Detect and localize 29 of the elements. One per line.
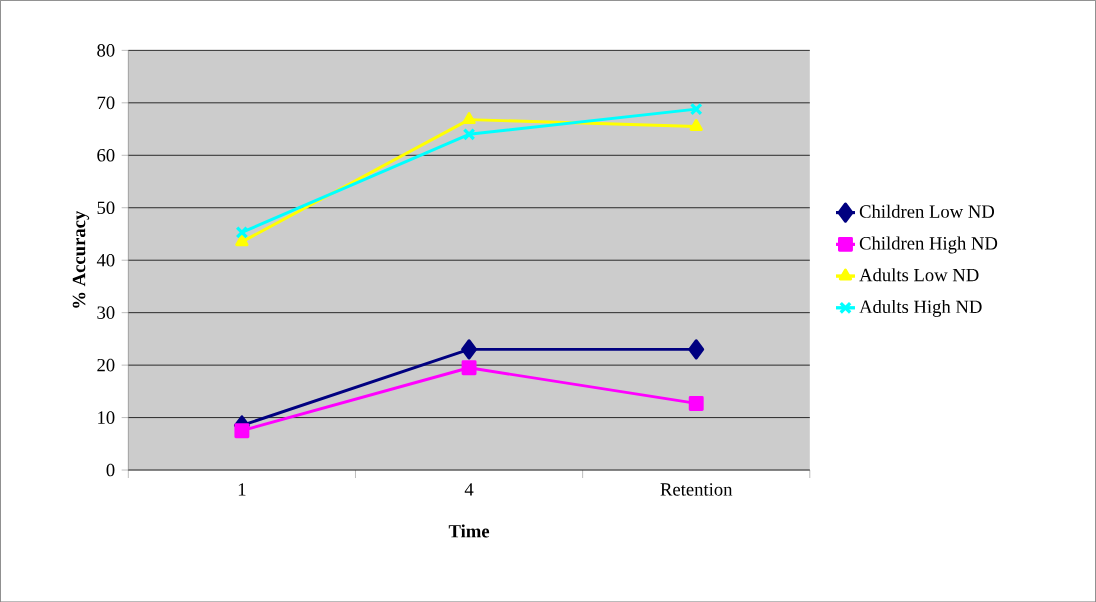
y-tick-label: 60 bbox=[97, 148, 115, 162]
x-tick-label: 4 bbox=[464, 483, 474, 496]
point bbox=[235, 225, 249, 239]
point bbox=[461, 360, 477, 376]
point bbox=[462, 127, 476, 141]
legend-label: Adults High ND bbox=[859, 299, 982, 317]
x-tick-label: 1 bbox=[238, 483, 246, 496]
y-tick-label: 10 bbox=[98, 411, 115, 424]
y-tick-label: 30 bbox=[97, 306, 115, 319]
y-tick-label: 20 bbox=[97, 358, 115, 372]
y-tick-label: 40 bbox=[96, 253, 115, 267]
y-axis-title: % Accuracy bbox=[72, 210, 90, 308]
point bbox=[234, 423, 250, 438]
y-tick-label: 0 bbox=[106, 463, 115, 477]
point bbox=[462, 111, 476, 124]
y-tick-label: 50 bbox=[97, 201, 115, 214]
point bbox=[461, 339, 478, 360]
x-tick-label: Retention bbox=[660, 483, 733, 496]
legend-label: Children Low ND bbox=[859, 204, 995, 218]
point bbox=[689, 118, 703, 131]
y-tick-label: 70 bbox=[97, 96, 115, 109]
point bbox=[689, 102, 703, 116]
x-axis-title: Time bbox=[448, 524, 490, 538]
y-tick-label: 80 bbox=[97, 43, 115, 57]
point bbox=[688, 339, 705, 360]
legend-label: Children High ND bbox=[859, 236, 998, 254]
point bbox=[688, 395, 704, 411]
point bbox=[235, 234, 249, 247]
legend-label: Adults Low ND bbox=[859, 268, 979, 282]
